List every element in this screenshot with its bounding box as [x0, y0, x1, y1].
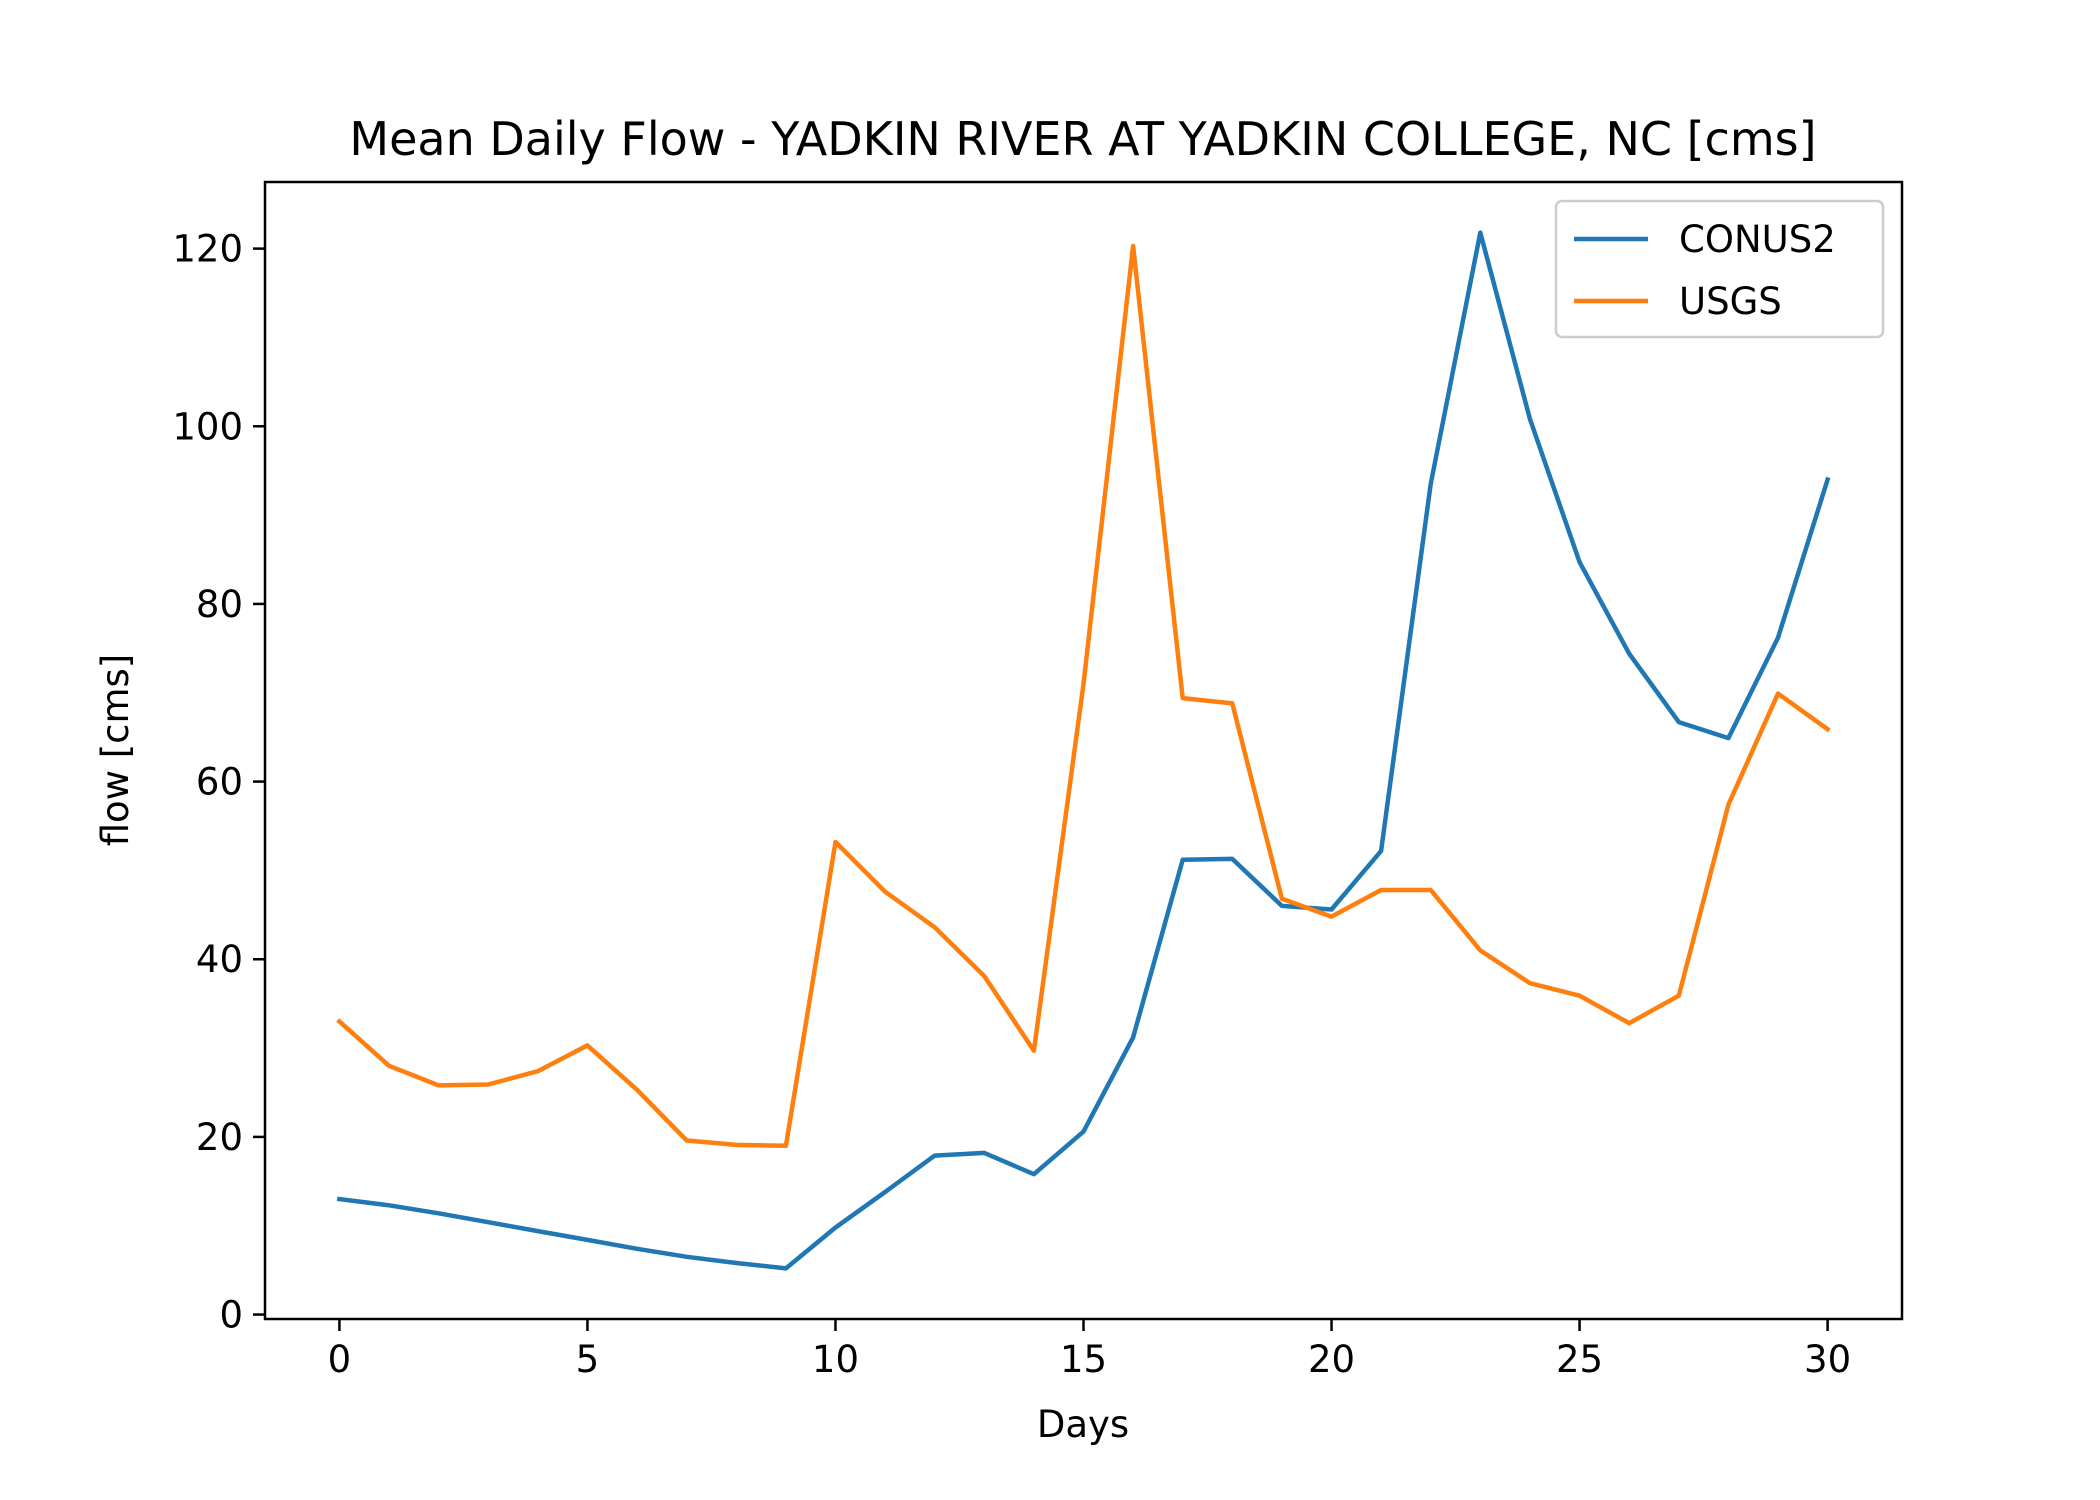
x-tick-label: 30	[1804, 1338, 1851, 1381]
x-tick-label: 5	[576, 1338, 600, 1381]
y-tick-label: 120	[172, 228, 243, 271]
series-layer	[336, 230, 1831, 1271]
legend-label-usgs: USGS	[1679, 280, 1782, 323]
series-line-usgs	[336, 243, 1831, 1149]
y-tick-label: 0	[219, 1294, 243, 1337]
x-tick-label: 20	[1308, 1338, 1355, 1381]
x-tick-label: 25	[1556, 1338, 1603, 1381]
y-tick-label: 60	[196, 761, 243, 804]
x-tick-label: 10	[812, 1338, 859, 1381]
y-tick-label: 100	[172, 405, 243, 448]
x-tick-label: 15	[1060, 1338, 1107, 1381]
y-tick-label: 20	[196, 1116, 243, 1159]
y-axis: 0 20 40 60 80 100 120	[172, 228, 265, 1337]
x-axis: 0 5 10 15 20 25 30	[328, 1319, 1851, 1381]
y-axis-label: flow [cms]	[94, 654, 137, 847]
y-tick-label: 80	[196, 583, 243, 626]
chart-title: Mean Daily Flow - YADKIN RIVER AT YADKIN…	[349, 112, 1816, 166]
legend-label-conus2: CONUS2	[1679, 218, 1836, 261]
legend: CONUS2 USGS	[1554, 199, 1885, 339]
x-tick-label: 0	[328, 1338, 352, 1381]
x-axis-label: Days	[1037, 1403, 1129, 1446]
y-tick-label: 40	[196, 938, 243, 981]
series-line-conus2	[336, 230, 1831, 1271]
